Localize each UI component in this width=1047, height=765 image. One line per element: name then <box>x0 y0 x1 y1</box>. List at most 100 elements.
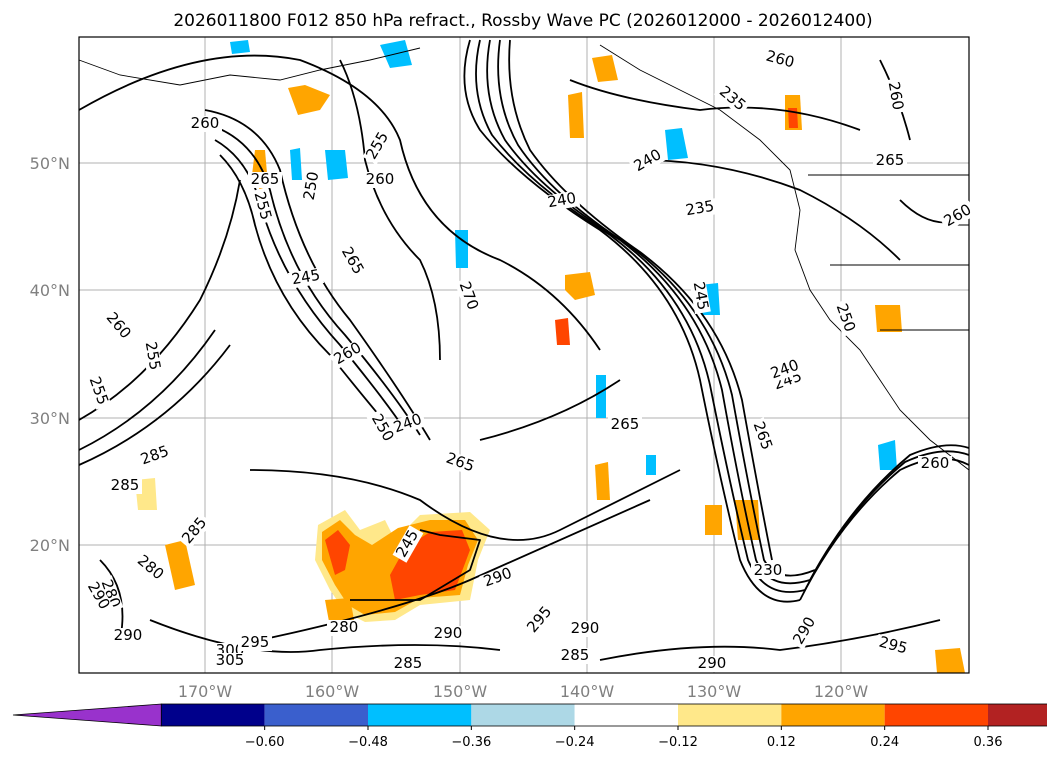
colorbar-swatch <box>161 704 265 726</box>
contour-label-bg <box>287 267 325 289</box>
contour-label: 265 <box>876 151 905 169</box>
contour-label-bg <box>681 198 719 220</box>
contour-label-bg <box>751 563 785 579</box>
contour-label: 230 <box>754 561 783 579</box>
contour-label-bg <box>713 81 751 117</box>
colorbar-swatch <box>471 704 575 726</box>
contour-label-bg <box>629 145 667 177</box>
contour-label: 240 <box>546 189 577 212</box>
contour-label-bg <box>392 525 424 563</box>
contour-label-bg <box>111 628 145 644</box>
contour-label-bg <box>568 621 602 637</box>
contour-label-bg <box>431 626 465 642</box>
contour-label-bg <box>249 187 275 225</box>
contour-label-bg <box>884 77 906 115</box>
contour-label-bg <box>389 410 427 438</box>
contour-label-bg <box>329 338 367 370</box>
contour-label-bg <box>789 612 821 650</box>
latitude-labels: 50°N 40°N 30°N 20°N <box>30 154 70 555</box>
colorbar-tick-label: −0.36 <box>451 735 491 750</box>
contour-label-bg <box>188 116 222 132</box>
contour-label-bg <box>136 442 174 470</box>
contour-label-bg <box>918 456 952 472</box>
contour-label: 265 <box>251 170 280 188</box>
colorbar-tick-label: −0.24 <box>555 735 595 750</box>
contour-label-bg <box>336 242 368 280</box>
contour-label-bg <box>874 633 912 659</box>
longitude-labels: 170°W 160°W 150°W 140°W 130°W 120°W <box>178 682 869 701</box>
lon-label-160w: 160°W <box>305 682 360 701</box>
lon-label-170w: 170°W <box>178 682 233 701</box>
contour-label-bg <box>748 417 776 455</box>
contour-labels: 2602602652652552602502552452652702402452… <box>82 47 977 672</box>
lon-label-130w: 130°W <box>687 682 742 701</box>
colorbar-tick-label: 0.24 <box>870 735 899 750</box>
contour-label: 265 <box>611 415 640 433</box>
map-title: 2026011800 F012 850 hPa refract., Rossby… <box>173 11 872 31</box>
contour-label-bg <box>608 417 642 433</box>
colorbar: −0.60−0.48−0.36−0.24−0.120.120.240.360.4… <box>12 703 1047 750</box>
contour-label-bg <box>301 167 323 205</box>
contour-label-bg <box>327 620 361 636</box>
contour-label-bg <box>522 601 558 639</box>
colorbar-swatch <box>781 704 885 726</box>
contour-label: 285 <box>394 654 423 672</box>
contour-label: 260 <box>191 114 220 132</box>
contour-label-bg <box>558 648 592 664</box>
contour-label-bg <box>363 172 397 188</box>
contour-label: 260 <box>885 80 908 111</box>
contour-label: 290 <box>434 624 463 642</box>
contour-label: 280 <box>330 618 359 636</box>
lat-label-50n: 50°N <box>30 154 70 173</box>
lat-label-40n: 40°N <box>30 281 70 300</box>
contour-label-bg <box>769 367 807 395</box>
contour-label-bg <box>108 478 142 494</box>
contour-label: 295 <box>241 633 270 651</box>
colorbar-swatch <box>678 704 782 726</box>
contour-label-bg <box>831 299 859 337</box>
colorbar-swatch <box>988 704 1047 726</box>
lon-label-150w: 150°W <box>433 682 488 701</box>
contour-label-bg <box>96 575 124 613</box>
contour-label: 260 <box>366 170 395 188</box>
colorbar-tick-label: 0.12 <box>767 735 796 750</box>
contour-label-bg <box>238 635 272 651</box>
colorbar-tick-label: −0.60 <box>245 735 285 750</box>
contour-label: 260 <box>921 454 950 472</box>
contour-label-bg <box>441 449 479 477</box>
contour-label-bg <box>362 127 394 165</box>
contour-label-bg <box>479 564 517 592</box>
contour-label-bg <box>213 653 247 669</box>
contour-label-bg <box>454 277 482 315</box>
colorbar-extend-low <box>12 703 162 727</box>
contour-label-bg <box>84 372 112 410</box>
contour-label: 245 <box>690 280 713 311</box>
contour-label: 285 <box>111 476 140 494</box>
lat-label-30n: 30°N <box>30 409 70 428</box>
colorbar-tick-label: 0.36 <box>974 735 1003 750</box>
contour-label: 250 <box>300 170 323 201</box>
contour-label: 245 <box>290 266 321 289</box>
colorbar-outline <box>160 703 1047 727</box>
contour-label-bg <box>761 47 799 73</box>
colorbar-tick-label: −0.12 <box>658 735 698 750</box>
contour-label-bg <box>141 337 163 375</box>
contour-label: 305 <box>216 651 245 669</box>
contour-label-bg <box>543 190 581 212</box>
lon-label-140w: 140°W <box>560 682 615 701</box>
contour-label: 285 <box>561 646 590 664</box>
contour-label: 255 <box>142 340 165 371</box>
contour-label-bg <box>131 550 169 586</box>
colorbar-swatch <box>574 704 678 726</box>
colorbar-swatch <box>264 704 368 726</box>
contour-label: 235 <box>684 197 715 220</box>
contour-label-bg <box>695 656 729 672</box>
lat-label-20n: 20°N <box>30 536 70 555</box>
contour-label-bg <box>873 153 907 169</box>
contour-label: 290 <box>114 626 143 644</box>
contour-label-bg <box>939 200 977 232</box>
colorbar-swatch <box>368 704 472 726</box>
contour-label-bg <box>82 577 114 615</box>
